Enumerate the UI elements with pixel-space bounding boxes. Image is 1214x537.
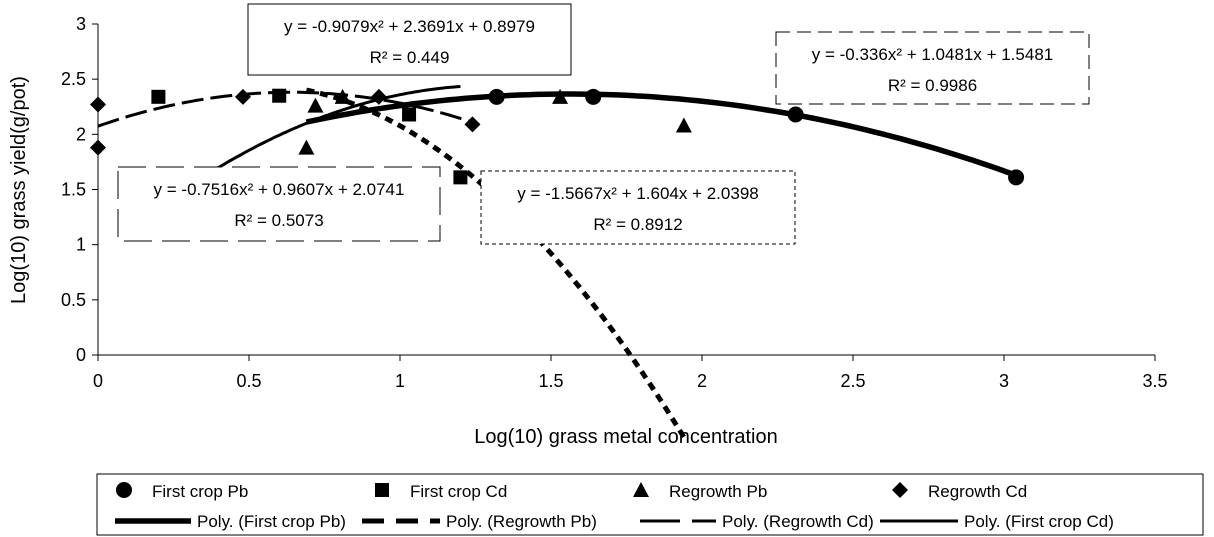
y-tick-label: 2.5 (61, 69, 86, 89)
y-tick-label: 2 (76, 124, 86, 144)
equation-box (247, 3, 572, 76)
x-tick-label: 0.5 (236, 371, 261, 391)
data-point (464, 116, 481, 133)
trendline (305, 91, 1018, 178)
data-point (552, 88, 569, 104)
equation-box (775, 31, 1090, 105)
x-tick-label: 2 (697, 371, 707, 391)
y-tick-label: 1.5 (61, 180, 86, 200)
trendline-r2: R² = 0.8912 (593, 215, 682, 234)
data-point (375, 483, 389, 497)
y-axis-label: Log(10) grass yield(g/pot) (8, 76, 30, 304)
data-point (1008, 169, 1025, 186)
data-point (892, 482, 908, 498)
legend-label: Regrowth Pb (669, 482, 767, 501)
trendline-equation: y = -1.5667x² + 1.604x + 2.0398 (517, 184, 758, 203)
y-tick-label: 1 (76, 235, 86, 255)
data-point (298, 139, 315, 155)
data-point (585, 88, 602, 105)
legend-label: Poly. (First crop Cd) (964, 512, 1114, 531)
data-point (787, 106, 804, 123)
data-point (234, 88, 251, 105)
data-point (633, 482, 649, 497)
x-tick-label: 3 (999, 371, 1009, 391)
x-tick-label: 0 (93, 371, 103, 391)
legend-label: Poly. (First crop Pb) (197, 512, 346, 531)
data-point (402, 107, 417, 122)
data-point (151, 89, 166, 104)
equation-box (117, 166, 441, 242)
data-point (307, 97, 324, 113)
equation-box (480, 170, 796, 245)
trendline-r2: R² = 0.5073 (234, 211, 323, 230)
trendline-equation: y = -0.336x² + 1.0481x + 1.5481 (812, 45, 1053, 64)
data-point-layer (90, 88, 1025, 186)
trendline-r2: R² = 0.9986 (888, 76, 977, 95)
data-point (488, 88, 505, 105)
data-point (272, 88, 287, 103)
equation-box-layer: y = -0.9079x² + 2.3691x + 0.8979 R² = 0.4… (117, 3, 1090, 245)
data-point (90, 139, 106, 156)
y-tick-label: 0.5 (61, 290, 86, 310)
x-axis-label: Log(10) grass metal concentration (474, 426, 778, 448)
data-point (116, 482, 132, 498)
data-point (453, 170, 468, 185)
trendline (305, 87, 687, 439)
data-point (90, 96, 106, 113)
x-tick-label: 3.5 (1142, 371, 1167, 391)
legend-box (96, 473, 1204, 536)
y-tick-label: 3 (76, 14, 86, 34)
legend-label: Poly. (Regrowth Pb) (446, 512, 597, 531)
trendline-r2: R² = 0.449 (370, 48, 450, 67)
legend-label: First crop Pb (152, 482, 248, 501)
data-point (370, 88, 387, 105)
x-tick-label: 2.5 (840, 371, 865, 391)
trendline-equation: y = -0.9079x² + 2.3691x + 0.8979 (284, 17, 535, 36)
trendline-equation: y = -0.7516x² + 0.9607x + 2.0741 (154, 180, 405, 199)
data-point (334, 88, 351, 104)
data-point (675, 117, 692, 133)
legend-label: First crop Cd (410, 482, 507, 501)
legend: First crop Pb First crop Cd Regrowth Pb Reg… (96, 473, 1204, 536)
x-tick-label: 1.5 (538, 371, 563, 391)
axes: 0 0.5 1 1.5 2 2.5 3 0 0.5 1 1.5 2 2.5 3 3.5 (61, 14, 1168, 391)
y-tick-label: 0 (76, 345, 86, 365)
legend-label: Poly. (Regrowth Cd) (722, 512, 874, 531)
legend-label: Regrowth Cd (928, 482, 1027, 501)
x-tick-label: 1 (395, 371, 405, 391)
